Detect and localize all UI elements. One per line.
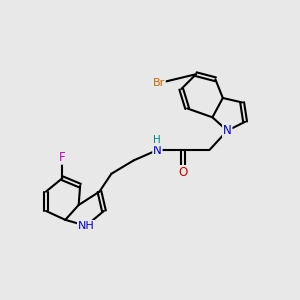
Text: F: F xyxy=(59,151,66,164)
Text: H: H xyxy=(153,136,160,146)
Text: N: N xyxy=(153,143,162,157)
Text: NH: NH xyxy=(78,221,94,231)
Text: O: O xyxy=(178,166,187,179)
Text: Br: Br xyxy=(153,78,165,88)
Text: N: N xyxy=(223,124,232,137)
